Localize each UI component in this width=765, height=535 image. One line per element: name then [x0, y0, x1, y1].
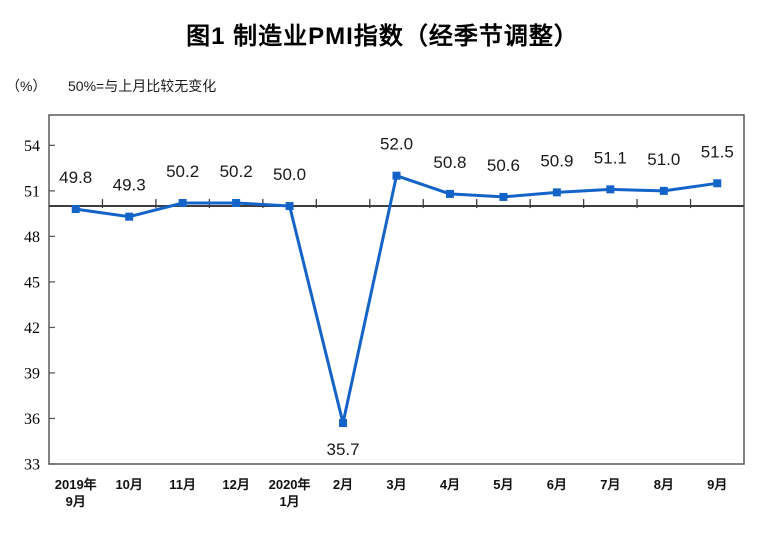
- y-axis-tick-label: 48: [24, 229, 40, 246]
- x-category-label: 9月: [66, 494, 86, 509]
- x-category-label: 6月: [547, 477, 567, 492]
- x-category-label: 11月: [169, 477, 196, 492]
- data-point-marker: [232, 199, 241, 208]
- x-category-label: 9月: [707, 477, 727, 492]
- x-category-label: 7月: [600, 477, 620, 492]
- y-axis-tick-label: 45: [24, 274, 40, 291]
- data-point-label: 50.0: [273, 165, 306, 184]
- data-point-label: 51.5: [701, 142, 734, 161]
- x-category-label: 1月: [279, 494, 299, 509]
- reference-line-note: 50%=与上月比较无变化: [68, 78, 217, 94]
- data-point-label: 50.8: [433, 153, 466, 172]
- data-point-marker: [285, 202, 294, 211]
- x-category-label: 3月: [386, 477, 406, 492]
- data-point-marker: [499, 192, 508, 201]
- y-axis-tick-label: 51: [24, 183, 40, 200]
- data-point-label: 52.0: [380, 135, 413, 154]
- x-category-label: 2020年: [269, 477, 311, 492]
- data-point-marker: [659, 186, 668, 195]
- data-point-label: 50.6: [487, 156, 520, 175]
- data-point-marker: [552, 188, 561, 197]
- x-category-label: 12月: [222, 477, 249, 492]
- x-category-label: 2月: [333, 477, 353, 492]
- y-axis-tick-label: 42: [24, 320, 40, 337]
- data-point-marker: [445, 189, 454, 198]
- y-axis-tick-label: 39: [24, 365, 40, 382]
- data-point-marker: [339, 419, 348, 428]
- data-point-label: 49.8: [59, 168, 92, 187]
- data-point-marker: [71, 205, 80, 214]
- data-point-marker: [392, 171, 401, 180]
- x-category-label: 2019年: [55, 477, 97, 492]
- x-category-label: 8月: [654, 477, 674, 492]
- y-axis-tick-label: 54: [24, 138, 40, 155]
- data-point-label: 50.2: [220, 162, 253, 181]
- data-point-marker: [606, 185, 615, 194]
- data-point-marker: [713, 179, 722, 188]
- x-category-label: 10月: [115, 477, 142, 492]
- y-axis-tick-label: 33: [24, 457, 40, 474]
- data-point-marker: [178, 199, 187, 208]
- data-point-label: 49.3: [113, 176, 146, 195]
- data-point-label: 51.1: [594, 148, 627, 167]
- data-point-label: 50.2: [166, 162, 199, 181]
- pmi-series-line: [74, 174, 719, 425]
- data-point-label: 35.7: [326, 440, 359, 459]
- x-category-label: 5月: [493, 477, 513, 492]
- data-point-label: 50.9: [540, 151, 573, 170]
- y-axis-unit-label: （%）: [6, 78, 47, 94]
- plot-border: [48, 114, 745, 465]
- data-point-marker: [125, 212, 134, 221]
- y-axis-tick-label: 36: [24, 411, 40, 428]
- x-category-label: 4月: [440, 477, 460, 492]
- chart-title: 图1 制造业PMI指数（经季节调整）: [186, 23, 579, 50]
- data-point-label: 51.0: [647, 150, 680, 169]
